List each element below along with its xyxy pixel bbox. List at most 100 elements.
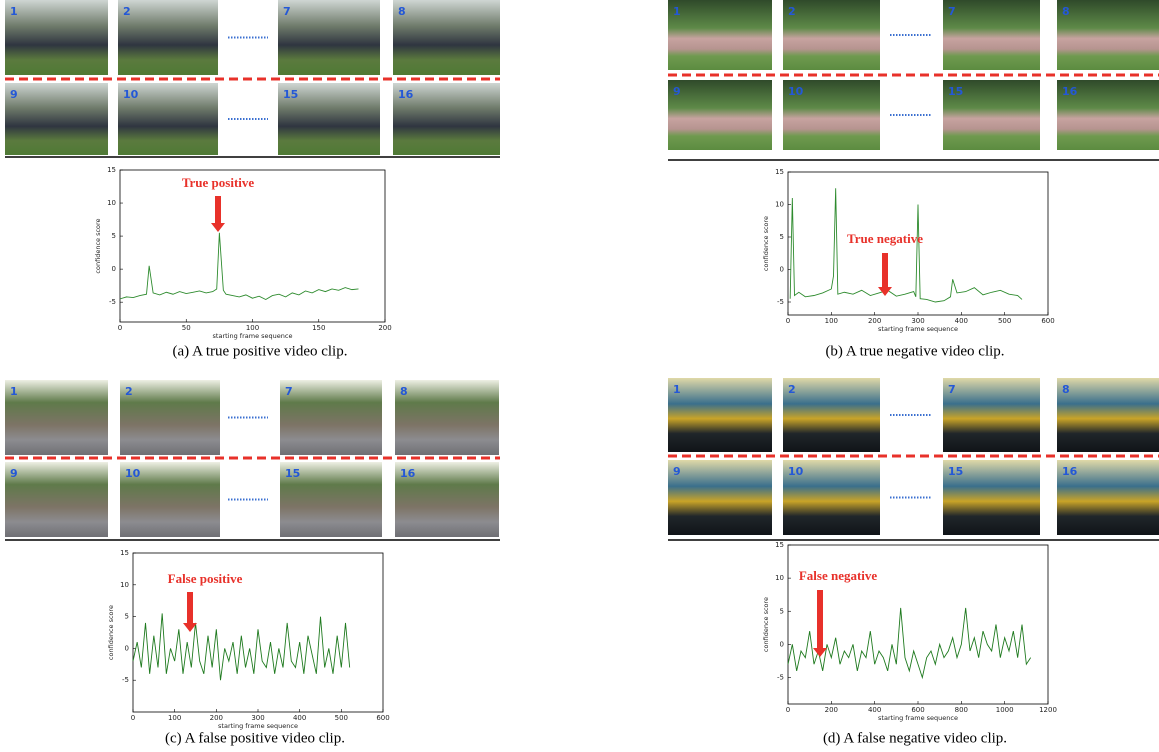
x-tick-label: 400 <box>955 317 968 325</box>
annotation: False positive <box>168 571 243 586</box>
frame-thumbnail <box>118 83 218 155</box>
y-tick-label: 5 <box>780 233 784 241</box>
x-tick-label: 400 <box>293 714 306 722</box>
caption: (a) A true positive video clip. <box>173 343 348 359</box>
frame-number: 9 <box>10 88 18 101</box>
y-axis-label: confidence score <box>107 605 115 660</box>
annotation: True negative <box>847 231 923 246</box>
x-tick-label: 150 <box>312 324 325 332</box>
caption: (c) A false positive video clip. <box>165 730 345 746</box>
frame-number: 8 <box>400 385 408 398</box>
x-tick-label: 1000 <box>996 706 1014 714</box>
frame-thumbnail <box>1057 460 1159 535</box>
frame-number: 10 <box>125 467 141 480</box>
annotation: True positive <box>182 175 255 190</box>
x-tick-label: 1200 <box>1039 706 1057 714</box>
caption: (d) A false negative video clip. <box>823 730 1007 746</box>
y-tick-label: 0 <box>780 266 784 274</box>
x-axis-label: starting frame sequence <box>218 722 298 730</box>
x-tick-label: 100 <box>246 324 259 332</box>
x-tick-label: 200 <box>378 324 391 332</box>
frame-thumbnail <box>943 0 1040 70</box>
frame-thumbnail <box>668 378 772 452</box>
frame-thumbnail <box>5 380 108 455</box>
score-line <box>132 613 351 681</box>
frame-thumbnail <box>783 80 880 150</box>
caption: (b) A true negative video clip. <box>825 343 1004 359</box>
annotation: False negative <box>799 568 878 583</box>
frame-number: 1 <box>10 385 18 398</box>
frame-number: 9 <box>673 85 681 98</box>
y-tick-label: 0 <box>125 644 129 652</box>
y-tick-label: 10 <box>775 574 784 582</box>
y-tick-label: 15 <box>107 166 116 174</box>
x-axis-label: starting frame sequence <box>878 325 958 333</box>
frame-number: 1 <box>673 5 681 18</box>
x-axis-label: starting frame sequence <box>213 332 293 340</box>
frame-number: 2 <box>788 383 796 396</box>
annotation-arrow <box>878 253 892 296</box>
frame-number: 10 <box>788 465 804 478</box>
frame-number: 7 <box>283 5 291 18</box>
y-tick-label: -5 <box>109 298 116 306</box>
x-tick-label: 500 <box>335 714 348 722</box>
y-tick-label: -5 <box>777 674 784 682</box>
frame-number: 7 <box>285 385 293 398</box>
frame-thumbnail <box>5 83 108 155</box>
frame-thumbnail <box>120 462 220 537</box>
x-tick-label: 600 <box>1041 317 1054 325</box>
frame-number: 16 <box>1062 465 1078 478</box>
y-tick-label: -5 <box>122 676 129 684</box>
y-tick-label: 10 <box>107 199 116 207</box>
frame-number: 10 <box>123 88 139 101</box>
x-tick-label: 500 <box>998 317 1011 325</box>
y-axis-label: confidence score <box>762 597 770 652</box>
x-tick-label: 0 <box>786 317 790 325</box>
score-line <box>789 188 1023 303</box>
frame-number: 16 <box>398 88 414 101</box>
x-tick-label: 0 <box>118 324 122 332</box>
x-tick-label: 50 <box>182 324 191 332</box>
y-tick-label: 5 <box>125 613 129 621</box>
frame-number: 8 <box>398 5 406 18</box>
frame-number: 9 <box>673 465 681 478</box>
frame-thumbnail <box>668 80 772 150</box>
y-axis-label: confidence score <box>762 216 770 271</box>
frame-thumbnail <box>783 378 880 452</box>
frame-number: 2 <box>123 5 131 18</box>
frame-number: 15 <box>285 467 300 480</box>
x-tick-label: 100 <box>168 714 181 722</box>
x-tick-label: 0 <box>131 714 135 722</box>
frame-thumbnail <box>783 0 880 70</box>
x-tick-label: 300 <box>911 317 924 325</box>
frame-number: 8 <box>1062 5 1070 18</box>
y-tick-label: -5 <box>777 298 784 306</box>
y-tick-label: 15 <box>775 541 784 549</box>
frame-thumbnail <box>783 460 880 535</box>
frame-number: 1 <box>10 5 18 18</box>
x-axis-label: starting frame sequence <box>878 714 958 722</box>
y-tick-label: 10 <box>120 581 129 589</box>
frame-thumbnail <box>1057 0 1159 70</box>
frame-number: 15 <box>283 88 298 101</box>
frame-number: 10 <box>788 85 804 98</box>
frame-number: 15 <box>948 465 963 478</box>
frame-thumbnail <box>943 80 1040 150</box>
frame-number: 9 <box>10 467 18 480</box>
x-tick-label: 200 <box>825 706 838 714</box>
y-tick-label: 5 <box>112 232 116 240</box>
annotation-arrow <box>813 590 827 657</box>
x-tick-label: 400 <box>868 706 881 714</box>
frame-thumbnail <box>120 380 220 455</box>
x-tick-label: 800 <box>955 706 968 714</box>
x-tick-label: 300 <box>251 714 264 722</box>
frame-thumbnail <box>668 460 772 535</box>
frame-thumbnail <box>1057 80 1159 150</box>
x-tick-label: 200 <box>210 714 223 722</box>
x-tick-label: 100 <box>825 317 838 325</box>
x-tick-label: 600 <box>376 714 389 722</box>
frame-thumbnail <box>393 83 500 155</box>
frame-thumbnail <box>118 0 218 75</box>
frame-thumbnail <box>395 380 499 455</box>
